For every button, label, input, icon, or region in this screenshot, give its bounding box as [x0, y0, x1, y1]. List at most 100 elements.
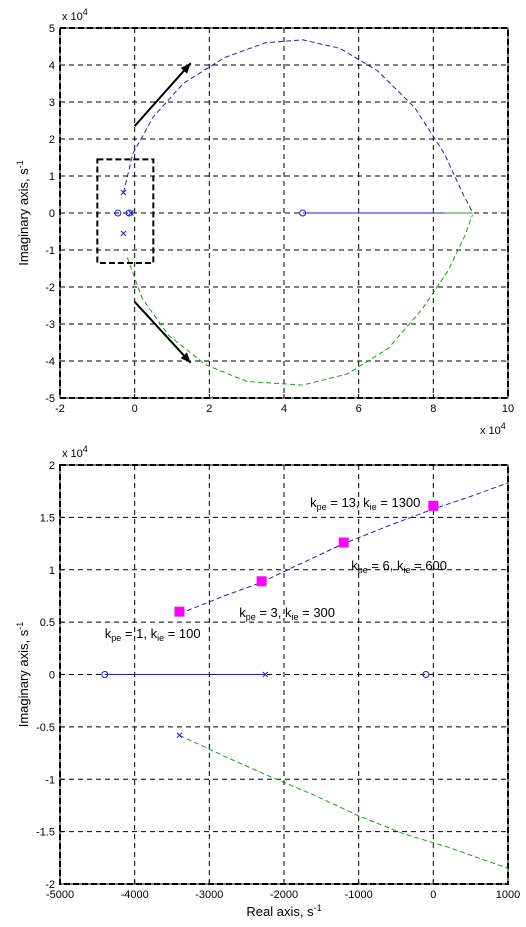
zoom-box	[96, 158, 155, 264]
y-tick-label: 1	[49, 565, 55, 577]
plot-contents	[96, 39, 473, 386]
gain-marker	[174, 606, 185, 617]
annotation-sub-ie: ie	[370, 502, 377, 512]
arrow-head	[180, 63, 191, 74]
y-multiplier: x 104	[62, 444, 88, 460]
annotation-eq: = 1,	[121, 626, 150, 641]
annotation-sub-pe: pe	[246, 612, 256, 622]
pole-marker	[128, 210, 134, 216]
gain-annotation: kpe = 13, kie = 1300	[310, 495, 420, 512]
zero-marker	[101, 671, 109, 678]
arrow-head	[180, 352, 191, 363]
zero-marker	[114, 209, 122, 217]
y-tick-label: -4	[45, 356, 55, 368]
gain-marker	[256, 576, 267, 587]
y-tick-label: -5	[45, 393, 55, 405]
y-tick-label: -2	[45, 282, 55, 294]
plot-border	[59, 27, 509, 399]
series-line	[179, 734, 508, 869]
x-tick-label: 8	[430, 403, 436, 415]
x-tick-label: 0	[132, 403, 138, 415]
annotation-value: = 300	[299, 605, 336, 620]
x-tick-label: 0	[430, 889, 436, 901]
annotation-value: = 1300	[377, 495, 421, 510]
annotation-eq: = 6,	[368, 558, 397, 573]
y-axis-label-sup: -1	[15, 622, 25, 630]
gain-marker	[338, 537, 349, 548]
x-tick-label: -4000	[121, 889, 149, 901]
x-axis-label: Real axis, s-1	[246, 903, 321, 919]
x-tick-label: -5000	[46, 889, 74, 901]
annotation-k: k	[151, 626, 158, 641]
y-multiplier: x 104	[62, 7, 88, 23]
series-line	[126, 214, 473, 386]
annotation-eq: = 3,	[256, 605, 285, 620]
annotation-eq: = 13,	[327, 495, 364, 510]
chart-2: -5000 -4000 -3000 -2000 -1000 0 1000 -2 -1.5 -1 -0…	[15, 444, 520, 919]
x-multiplier-exp: 4	[501, 421, 506, 431]
annotation-k: k	[105, 626, 112, 641]
chart-1: -2 0 2 4 6 8 10 -5 -4 -3 -2 -1 0 1 2 3 4 5 x 104 x 104 Imagi…	[15, 7, 514, 437]
annotation-sub-ie: ie	[157, 633, 164, 643]
zero-marker	[125, 209, 133, 217]
x-tick-label: 4	[281, 403, 287, 415]
pole-marker	[176, 732, 183, 739]
y-tick-label: -1	[45, 245, 55, 257]
y-tick-label: 4	[49, 60, 55, 72]
x-tick-label: 2	[206, 403, 212, 415]
x-tick-label: -2	[55, 403, 65, 415]
annotation-k: k	[351, 558, 358, 573]
x-tick-label: -2000	[270, 889, 298, 901]
y-tick-label: 0	[49, 208, 55, 220]
y-tick-label: 2	[49, 134, 55, 146]
y-tick-label: -0.5	[36, 722, 55, 734]
arrow-shaft	[133, 62, 192, 127]
y-axis-label-sup: -1	[15, 160, 25, 168]
annotation-sub-ie: ie	[403, 565, 410, 575]
annotation-k: k	[285, 605, 292, 620]
x-axis-label-sup: -1	[314, 903, 322, 913]
y-tick-label: 0.5	[40, 617, 55, 629]
annotation-k: k	[363, 495, 370, 510]
gain-annotation: kpe = 1, kie = 100	[105, 626, 201, 643]
annotation-value: = 600	[411, 558, 448, 573]
annotation-sub-pe: pe	[358, 565, 368, 575]
y-multiplier-exp: 4	[83, 7, 88, 17]
y-axis-label: Imaginary axis, s-1	[15, 622, 31, 728]
pole-marker	[120, 189, 127, 196]
y-tick-label: 5	[49, 23, 55, 35]
y-tick-label: 3	[49, 97, 55, 109]
x-multiplier: x 104	[480, 421, 506, 437]
annotation-value: = 100	[164, 626, 201, 641]
gain-annotation: kpe = 6, kie = 600	[351, 558, 447, 575]
x-tick-label: 6	[356, 403, 362, 415]
annotation-sub-pe: pe	[111, 633, 121, 643]
annotation-k: k	[397, 558, 404, 573]
zero-marker	[422, 671, 430, 678]
y-tick-label: -2	[45, 879, 55, 891]
gain-marker	[428, 500, 439, 511]
y-tick-label: -3	[45, 319, 55, 331]
x-tick-label: -3000	[195, 889, 223, 901]
arrow-shaft	[133, 301, 192, 364]
plot-border	[59, 464, 509, 885]
y-tick-label: -1	[45, 774, 55, 786]
annotation-k: k	[310, 495, 317, 510]
plot-contents	[101, 482, 508, 869]
x-tick-label: 10	[502, 403, 514, 415]
y-tick-label: 0	[49, 670, 55, 682]
y-tick-label: 1	[49, 171, 55, 183]
gain-annotation: kpe = 3, kie = 300	[239, 605, 335, 622]
x-tick-label: -1000	[345, 889, 373, 901]
y-tick-label: 2	[49, 460, 55, 472]
x-tick-label: 1000	[496, 889, 520, 901]
annotation-k: k	[239, 605, 246, 620]
annotation-sub-ie: ie	[291, 612, 298, 622]
zero-marker	[299, 209, 307, 217]
pole-marker	[120, 230, 127, 237]
pole-marker	[262, 671, 269, 678]
y-tick-label: -1.5	[36, 827, 55, 839]
annotation-sub-pe: pe	[317, 502, 327, 512]
y-multiplier-exp: 4	[83, 444, 88, 454]
